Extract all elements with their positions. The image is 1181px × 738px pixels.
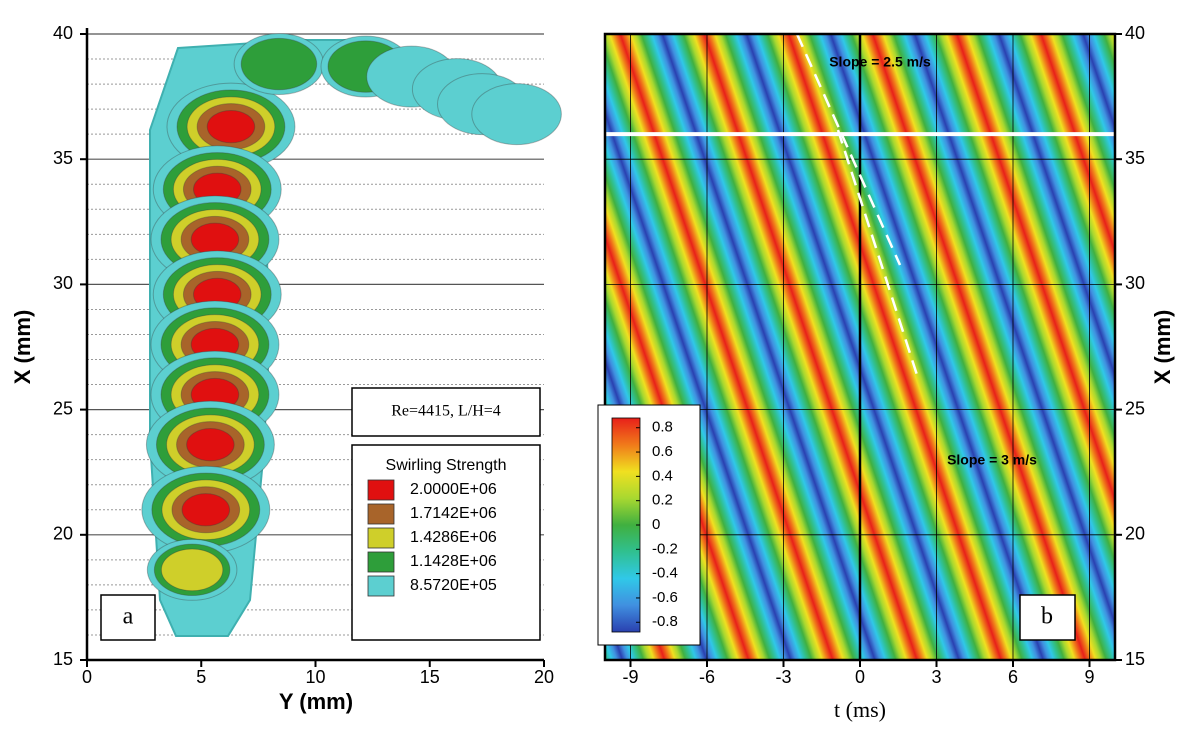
slope-line xyxy=(795,33,902,266)
colorbar-tick-label: 0.2 xyxy=(652,492,673,509)
x-tick-label: 5 xyxy=(196,667,206,687)
y-tick-label: 25 xyxy=(53,398,73,418)
y-tick-label: 15 xyxy=(53,649,73,669)
panel-label-box xyxy=(1019,594,1076,641)
y-tick-label: 30 xyxy=(53,273,73,293)
annotation: Slope = 3 m/s xyxy=(947,452,1037,468)
y-tick-label: 35 xyxy=(53,148,73,168)
frame xyxy=(603,32,1117,662)
x-tick-label: 3 xyxy=(931,667,941,687)
colorbar-tick-label: 0 xyxy=(652,516,660,533)
annotation-box xyxy=(351,387,541,437)
panel-label-box xyxy=(100,594,156,641)
annotation: Slope = 2.5 m/s xyxy=(829,54,931,70)
colorbar-tick-label: 0.6 xyxy=(652,443,673,460)
x-axis-label: t (ms) xyxy=(834,697,886,722)
y-tick-label: 20 xyxy=(1125,524,1145,544)
colorbar-tick-label: -0.4 xyxy=(652,565,678,582)
y-axis-label: X (mm) xyxy=(10,310,35,385)
x-tick-label: 0 xyxy=(82,667,92,687)
x-tick-label: -9 xyxy=(622,667,638,687)
x-tick-label: -3 xyxy=(775,667,791,687)
colorbar-tick-label: -0.2 xyxy=(652,540,678,557)
y-tick-label: 20 xyxy=(53,524,73,544)
x-tick-label: 0 xyxy=(855,667,865,687)
colorbar-tick-label: 0.4 xyxy=(652,467,673,484)
legend-label: 8.5720E+05 xyxy=(410,577,497,594)
colorbar xyxy=(611,417,641,633)
y-tick-label: 15 xyxy=(1125,649,1145,669)
panel-a: 15 20 25 30 35 40 0 5 10 15 20 Re=4415, L/H=4 Swirli… xyxy=(53,23,562,687)
y-tick-label: 25 xyxy=(1125,398,1145,418)
colorbar-tick-label: -0.8 xyxy=(652,613,678,630)
colorbar-tick-label: -0.6 xyxy=(652,589,678,606)
legend-label: 1.4286E+06 xyxy=(410,529,497,546)
vortex xyxy=(146,538,238,601)
vortex xyxy=(471,83,562,146)
colorbar-tick-label: 0.8 xyxy=(652,419,673,436)
x-axis-label: Y (mm) xyxy=(279,689,353,714)
panel-label: b xyxy=(1041,604,1053,630)
vortex xyxy=(233,33,325,96)
y-tick-label: 40 xyxy=(53,23,73,43)
legend-label: 1.1428E+06 xyxy=(410,553,497,570)
x-tick-label: 9 xyxy=(1084,667,1094,687)
legend-label: 2.0000E+06 xyxy=(410,481,497,498)
vortex xyxy=(141,465,271,554)
legend-swatch xyxy=(367,551,395,573)
panel-b: -9 -6 -3 0 3 6 9 15 20 25 30 35 40 Slope = 2.5 m/s Slo… xyxy=(597,23,1145,687)
x-tick-label: -6 xyxy=(699,667,715,687)
legend-swatch xyxy=(367,479,395,501)
x-tick-label: 20 xyxy=(534,667,554,687)
y-tick-label: 30 xyxy=(1125,273,1145,293)
legend-title: Swirling Strength xyxy=(386,457,507,474)
legend-swatch xyxy=(367,575,395,597)
y-tick-label: 40 xyxy=(1125,23,1145,43)
panel-label: a xyxy=(123,604,134,630)
legend-label: 1.7142E+06 xyxy=(410,505,497,522)
annotation: Re=4415, L/H=4 xyxy=(391,403,501,420)
y-axis-label: X (mm) xyxy=(1150,310,1175,385)
x-tick-label: 6 xyxy=(1008,667,1018,687)
legend-swatch xyxy=(367,527,395,549)
y-tick-label: 35 xyxy=(1125,148,1145,168)
legend-swatch xyxy=(367,503,395,525)
x-tick-label: 15 xyxy=(420,667,440,687)
x-tick-label: 10 xyxy=(305,667,325,687)
